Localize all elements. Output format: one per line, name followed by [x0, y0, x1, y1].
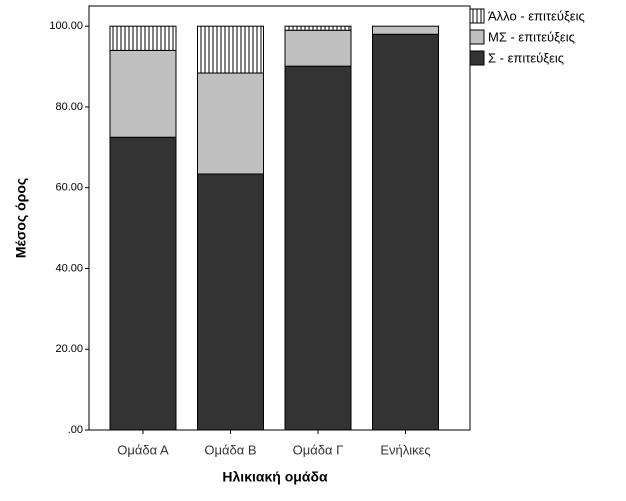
legend-label: ΜΣ - επιτεύξεις: [488, 29, 575, 44]
bar-segment: [109, 25, 177, 51]
bar-segment: [284, 25, 352, 31]
y-tick-label: 40.00: [55, 262, 83, 274]
x-tick-label: Ενήλικες: [380, 442, 430, 457]
legend-label: Άλλο - επιτεύξεις: [488, 8, 585, 23]
y-tick-label: 80.00: [55, 101, 83, 113]
legend-label: Σ - επιτεύξεις: [488, 50, 564, 65]
y-tick-label: 100.00: [49, 20, 83, 32]
x-tick-label: Ομάδα Α: [117, 442, 169, 457]
bar-segment: [284, 29, 352, 67]
bar-segment: [197, 72, 264, 175]
y-tick-label: 60.00: [55, 182, 83, 194]
legend-swatch: [469, 8, 485, 24]
bar-segment: [109, 49, 177, 138]
legend-swatch: [469, 29, 485, 45]
x-axis-title: Ηλικιακή ομάδα: [222, 469, 328, 485]
bar-segment: [372, 33, 439, 431]
x-tick-label: Ομάδα Β: [204, 442, 256, 457]
bar-segment: [197, 173, 264, 431]
bar-segment: [372, 25, 439, 35]
y-tick-label: 20.00: [55, 343, 83, 355]
y-tick-label: .00: [68, 424, 83, 436]
x-tick-label: Ομάδα Γ: [293, 442, 344, 457]
bar-segment: [197, 25, 264, 74]
legend-swatch: [469, 50, 485, 66]
bar-segment: [284, 65, 352, 431]
bar-segment: [109, 136, 177, 431]
y-axis-title: Μέσος όρος: [13, 178, 29, 258]
